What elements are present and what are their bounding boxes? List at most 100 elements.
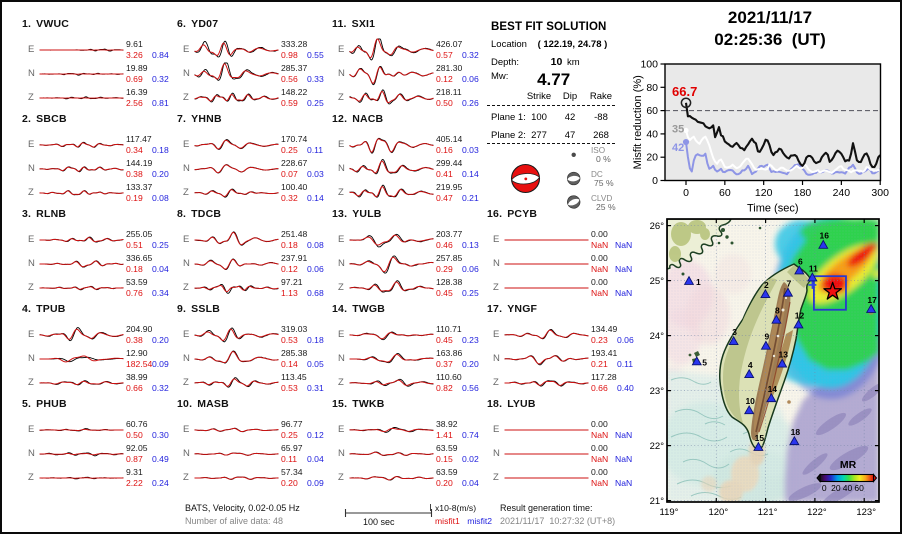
misfit-values: NaN NaN xyxy=(591,453,632,464)
misfit2-value: 0.56 xyxy=(462,382,479,393)
misfit-values: 0.23 0.06 xyxy=(591,335,634,345)
station-triangle-2 xyxy=(760,288,771,299)
misfit-values: 2.22 0.24 xyxy=(126,478,169,488)
misfit1-value: 0.34 xyxy=(126,144,143,155)
x-tick-label: 120 xyxy=(755,187,773,199)
waveform-trace-YD07-E xyxy=(194,40,279,58)
focal-mechanism-graphics xyxy=(510,152,581,209)
station-header: 13. YULB xyxy=(332,208,382,220)
lon-tick-label: 122° xyxy=(807,507,827,518)
misfit2-value: 0.06 xyxy=(462,263,479,274)
misfit1-value: 0.07 xyxy=(281,168,298,179)
y-tick-label: 60 xyxy=(646,105,658,117)
location-value: ( 122.19, 24.78 ) xyxy=(537,39,608,50)
station-header: 8. TDCB xyxy=(177,208,221,220)
misfit-values: 1.13 0.68 xyxy=(281,287,324,298)
station-triangle-7 xyxy=(782,287,794,297)
misfit1-value: 0.38 xyxy=(126,334,143,345)
max-amplitude: 117.28 xyxy=(591,371,617,382)
max-amplitude: 96.77 xyxy=(281,418,303,429)
misfit1-value: 0.12 xyxy=(436,73,453,84)
misfit1-value: NaN xyxy=(591,453,609,464)
misfit1-value: 0.45 xyxy=(436,287,453,298)
channel-label: E xyxy=(183,44,190,55)
colorbar-gradient xyxy=(819,473,875,483)
waveform-trace-YULB-Z xyxy=(349,280,434,293)
max-amplitude: 0.00 xyxy=(591,252,608,263)
max-amplitude: 19.89 xyxy=(126,62,148,73)
misfit1-value: 0.87 xyxy=(126,453,143,464)
lat-tick-label: 21° xyxy=(650,496,665,507)
max-amplitude: 12.90 xyxy=(126,347,148,358)
misfit1-value: 0.66 xyxy=(591,382,608,393)
waveform-trace-SXI1-Z xyxy=(349,89,434,105)
channel-label: Z xyxy=(338,92,344,103)
waveform-trace-YD07-Z xyxy=(194,92,279,103)
lon-tick-label: 123° xyxy=(856,507,876,518)
channel-label: Z xyxy=(338,377,344,388)
misfit1-value: 2.56 xyxy=(126,97,143,108)
station-code: TDCB xyxy=(191,208,222,220)
mw-row: Mw: 4.77 xyxy=(491,70,570,90)
station-number: 17. xyxy=(487,303,503,315)
misfit2-value: 0.11 xyxy=(307,144,324,155)
epicenter-star xyxy=(823,281,843,300)
waveform-trace-PHUB-N xyxy=(39,452,124,457)
depth-value: 10 xyxy=(550,56,563,68)
waveform-trace-TWGB-E xyxy=(349,331,434,341)
channel-label: N xyxy=(183,448,190,459)
misfit-values: 0.15 0.02 xyxy=(436,454,479,464)
waveform-trace-TWGB-Z xyxy=(349,378,434,387)
y-tick-label: 40 xyxy=(646,128,658,140)
depth-unit: km xyxy=(566,57,580,68)
channel-label: Z xyxy=(28,187,34,198)
station-header: 1. VWUC xyxy=(22,18,69,30)
station-header: 9. SSLB xyxy=(177,303,220,315)
max-amplitude: 219.95 xyxy=(436,181,463,192)
waveform-trace-SBCB-Z xyxy=(39,190,124,196)
station-triangle-12 xyxy=(793,319,804,329)
station-map-number: 4 xyxy=(748,360,753,370)
station-number: 12. xyxy=(332,113,348,125)
misfit-values: 3.26 0.84 xyxy=(126,50,169,60)
station-map-number: 14 xyxy=(768,384,778,394)
station-code: NACB xyxy=(352,113,384,125)
misfit1-value: 0.18 xyxy=(281,239,298,250)
lat-tick-label: 22° xyxy=(650,441,665,452)
station-triangle-6 xyxy=(794,265,805,275)
misfit1-value: 1.13 xyxy=(281,287,298,298)
station-map-number: 5 xyxy=(702,358,707,368)
station-header: 11. SXI1 xyxy=(332,18,375,30)
station-triangle-3 xyxy=(728,335,739,346)
y-tick-label: 80 xyxy=(646,82,658,94)
misfit2-value: NaN xyxy=(615,453,633,464)
misfit-legend: misfit1 misfit2 xyxy=(435,516,492,526)
channel-label: N xyxy=(28,258,35,269)
channel-label: Z xyxy=(493,282,499,293)
beachball-icon xyxy=(510,163,541,194)
misfit2-value: 0.18 xyxy=(307,334,324,345)
misfit2-value: 0.68 xyxy=(307,287,324,298)
station-number: 7. xyxy=(177,113,187,125)
max-amplitude: 0.00 xyxy=(591,418,608,429)
y-tick-label: 20 xyxy=(646,152,658,164)
misfit2-value: NaN xyxy=(615,239,633,250)
misfit1-value: 0.98 xyxy=(281,49,298,60)
plane1-strike: 100 xyxy=(531,112,547,123)
channel-label: E xyxy=(338,139,345,150)
misfit2-value: 0.24 xyxy=(152,477,169,488)
misfit1-value: 0.37 xyxy=(436,358,453,369)
waveform-trace-TWKB-E xyxy=(349,426,434,433)
station-number: 4. xyxy=(22,303,32,315)
waveform-trace-YHNB-N xyxy=(194,164,279,174)
station-header: 14. TWGB xyxy=(332,303,385,315)
max-amplitude: 92.05 xyxy=(126,442,148,453)
max-amplitude: 299.44 xyxy=(436,157,463,168)
misfit-values: 0.66 0.40 xyxy=(591,382,634,393)
max-amplitude: 204.90 xyxy=(126,323,153,334)
misfit2-value: 0.32 xyxy=(462,49,479,60)
max-amplitude: 237.91 xyxy=(281,252,308,263)
plane2-rake: 268 xyxy=(593,130,609,141)
